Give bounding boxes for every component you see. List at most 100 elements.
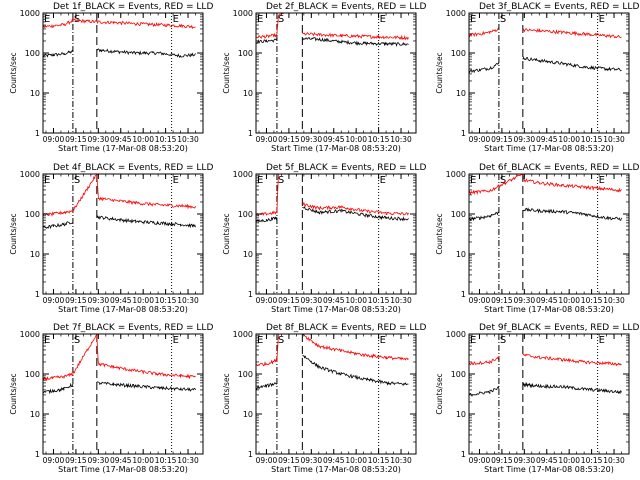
events-series-line xyxy=(256,38,278,45)
y-tick-label: 1 xyxy=(248,450,253,459)
events-series-line xyxy=(522,207,622,221)
events-series-line xyxy=(302,36,409,47)
event-marker-label: E xyxy=(257,14,263,25)
event-marker-label: E xyxy=(173,335,179,346)
events-series-line xyxy=(302,205,409,222)
y-tick-label: 100 xyxy=(25,49,40,58)
x-tick-label: 09:15 xyxy=(65,135,87,144)
x-tick-label: 10:30 xyxy=(390,456,412,465)
y-tick-label: 100 xyxy=(238,370,253,379)
x-tick-label: 09:45 xyxy=(323,296,345,305)
x-tick-label: 10:00 xyxy=(558,296,580,305)
chart-title: Det 2f_BLACK = Events, RED = LLD xyxy=(266,2,426,12)
event-marker-label: S xyxy=(500,335,506,346)
x-tick-label: 10:15 xyxy=(155,135,177,144)
lld-series-line xyxy=(43,334,196,382)
plot-frame xyxy=(468,12,630,134)
y-axis-label: Counts/sec xyxy=(435,373,444,414)
y-tick-label: 10 xyxy=(243,89,253,98)
x-tick-label: 09:00 xyxy=(43,135,65,144)
chart-title: Det 9f_BLACK = Events, RED = LLD xyxy=(479,323,639,333)
events-series-line xyxy=(96,215,196,229)
x-tick-label: 09:15 xyxy=(491,456,513,465)
plot-frame xyxy=(468,173,630,295)
chart-title: Det 7f_BLACK = Events, RED = LLD xyxy=(53,323,213,333)
x-tick-label: 09:00 xyxy=(256,135,278,144)
event-marker-label: E xyxy=(257,175,263,186)
event-marker-label: E xyxy=(599,175,605,186)
x-axis-label: Start Time (17-Mar-08 08:53:20) xyxy=(58,465,188,474)
chart-title: Det 5f_BLACK = Events, RED = LLD xyxy=(266,163,426,173)
event-marker-label: S xyxy=(278,175,284,186)
chart-title: Det 4f_BLACK = Events, RED = LLD xyxy=(53,163,213,173)
events-series-line xyxy=(469,211,500,222)
x-tick-label: 10:30 xyxy=(603,135,625,144)
x-tick-label: 10:15 xyxy=(581,296,603,305)
x-tick-label: 09:15 xyxy=(278,456,300,465)
x-tick-label: 10:00 xyxy=(558,135,580,144)
y-tick-label: 1 xyxy=(35,450,40,459)
y-tick-label: 1 xyxy=(461,450,466,459)
events-series-line xyxy=(522,381,622,395)
y-tick-label: 1000 xyxy=(446,170,466,179)
y-tick-label: 1 xyxy=(35,290,40,299)
x-tick-label: 10:15 xyxy=(581,135,603,144)
events-series-line xyxy=(96,381,196,392)
x-tick-label: 09:00 xyxy=(469,296,491,305)
x-tick-label: 10:15 xyxy=(581,456,603,465)
x-tick-label: 09:45 xyxy=(110,135,132,144)
y-axis-label: Counts/sec xyxy=(222,213,231,254)
lld-series-line xyxy=(43,174,196,217)
x-tick-label: 09:15 xyxy=(278,135,300,144)
y-tick-label: 1000 xyxy=(446,9,466,18)
events-series-line xyxy=(43,221,74,230)
x-tick-label: 09:30 xyxy=(88,135,110,144)
x-tick-label: 10:30 xyxy=(177,296,199,305)
y-tick-label: 10 xyxy=(243,250,253,259)
x-axis-label: Start Time (17-Mar-08 08:53:20) xyxy=(271,465,401,474)
event-marker-label: S xyxy=(74,175,80,186)
event-marker-label: E xyxy=(599,335,605,346)
plot-frame xyxy=(255,173,417,295)
x-tick-label: 09:30 xyxy=(514,296,536,305)
event-marker-label: E xyxy=(44,335,50,346)
x-tick-label: 10:00 xyxy=(345,135,367,144)
y-tick-label: 10 xyxy=(243,410,253,419)
x-axis-label: Start Time (17-Mar-08 08:53:20) xyxy=(271,305,401,314)
x-tick-label: 10:30 xyxy=(390,135,412,144)
y-tick-label: 1000 xyxy=(233,330,253,339)
event-marker-label: E xyxy=(257,335,263,346)
y-tick-label: 10 xyxy=(456,89,466,98)
x-tick-label: 09:30 xyxy=(514,135,536,144)
x-tick-label: 09:15 xyxy=(278,296,300,305)
event-marker-label: S xyxy=(278,14,284,25)
x-tick-label: 10:00 xyxy=(558,456,580,465)
lld-series-line xyxy=(302,32,409,41)
y-tick-label: 10 xyxy=(30,410,40,419)
y-tick-label: 1000 xyxy=(20,330,40,339)
x-tick-label: 09:00 xyxy=(256,456,278,465)
y-axis-label: Counts/sec xyxy=(9,52,18,93)
lld-series-line xyxy=(43,18,196,29)
x-tick-label: 10:15 xyxy=(368,456,390,465)
x-tick-label: 09:30 xyxy=(88,296,110,305)
lld-series-line xyxy=(302,201,409,216)
events-series-line xyxy=(43,382,74,395)
x-tick-label: 10:30 xyxy=(603,296,625,305)
event-marker-label: E xyxy=(44,175,50,186)
x-tick-label: 09:00 xyxy=(43,296,65,305)
event-marker-label: E xyxy=(470,335,476,346)
x-axis-label: Start Time (17-Mar-08 08:53:20) xyxy=(58,144,188,153)
y-tick-label: 1000 xyxy=(233,170,253,179)
y-tick-label: 1000 xyxy=(233,9,253,18)
x-axis-label: Start Time (17-Mar-08 08:53:20) xyxy=(484,465,614,474)
x-tick-label: 09:30 xyxy=(88,456,110,465)
y-tick-label: 10 xyxy=(30,250,40,259)
x-tick-label: 09:45 xyxy=(110,296,132,305)
lld-series-line xyxy=(256,334,409,367)
event-marker-label: S xyxy=(278,335,284,346)
